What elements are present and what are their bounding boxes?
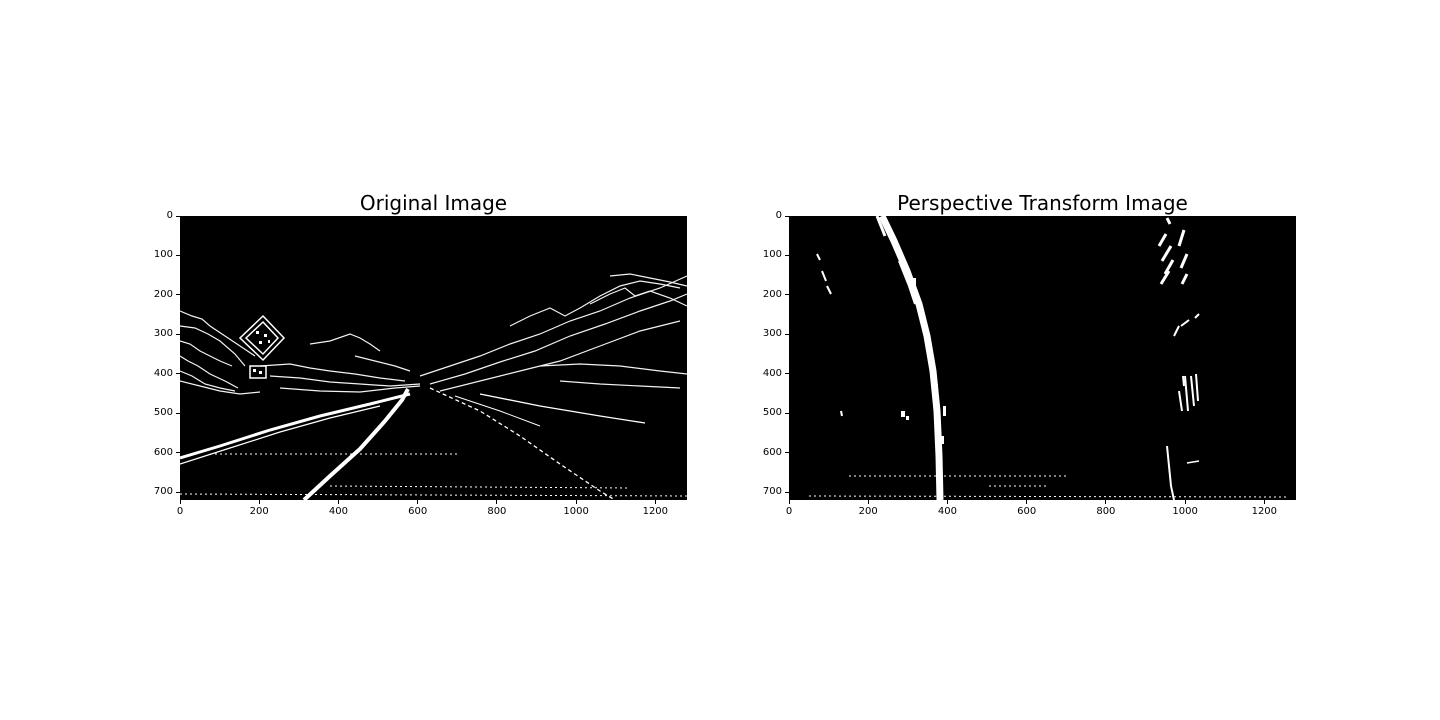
y-tick-mark — [785, 452, 789, 454]
y-tick-mark — [176, 215, 180, 217]
y-tick-label: 500 — [153, 407, 173, 419]
x-tick-mark — [654, 500, 656, 504]
original-image-drawing — [180, 273, 687, 500]
y-tick-mark — [176, 254, 180, 256]
y-tick-mark — [785, 294, 789, 296]
y-tick-label: 100 — [762, 249, 782, 261]
original-binary-image — [180, 216, 687, 500]
y-tick-mark — [785, 373, 789, 375]
x-tick-mark — [946, 500, 948, 504]
x-tick-label: 800 — [1096, 506, 1116, 517]
y-tick-mark — [176, 491, 180, 493]
x-tick-label: 1000 — [1172, 506, 1198, 517]
x-tick-mark — [1105, 500, 1107, 504]
y-tick-label: 400 — [153, 367, 173, 379]
y-tick-mark — [785, 412, 789, 414]
x-tick-label: 400 — [937, 506, 957, 517]
x-tick-label: 800 — [487, 506, 507, 517]
x-tick-mark — [1263, 500, 1265, 504]
x-tick-label: 200 — [858, 506, 878, 517]
y-tick-mark — [176, 294, 180, 296]
x-tick-label: 200 — [249, 506, 269, 517]
x-tick-label: 400 — [328, 506, 348, 517]
x-tick-label: 600 — [1017, 506, 1037, 517]
x-tick-label: 1200 — [1251, 506, 1278, 517]
y-tick-label: 600 — [153, 446, 173, 458]
y-tick-label: 200 — [762, 288, 782, 300]
y-tick-mark — [176, 452, 180, 454]
panel-title-perspective: Perspective Transform Image — [897, 191, 1188, 215]
x-tick-mark — [337, 500, 339, 504]
y-tick-mark — [785, 254, 789, 256]
x-tick-label: 0 — [785, 506, 793, 517]
y-tick-label: 700 — [762, 486, 782, 498]
x-tick-mark — [258, 500, 260, 504]
y-tick-mark — [176, 373, 180, 375]
x-tick-label: 1000 — [563, 506, 589, 517]
x-tick-mark — [867, 500, 869, 504]
panel-title-original: Original Image — [359, 191, 508, 215]
perspective-binary-image — [789, 216, 1296, 500]
y-tick-label: 400 — [762, 367, 782, 379]
x-tick-mark — [575, 500, 577, 504]
y-tick-label: 300 — [762, 328, 782, 340]
y-tick-mark — [785, 215, 789, 217]
x-tick-label: 1200 — [642, 506, 669, 517]
x-tick-label: 600 — [408, 506, 428, 517]
y-tick-label: 600 — [762, 446, 782, 458]
y-tick-mark — [176, 333, 180, 335]
y-tick-mark — [785, 491, 789, 493]
x-tick-label: 0 — [176, 506, 184, 517]
perspective-image-drawing — [808, 216, 1290, 500]
y-tick-mark — [785, 333, 789, 335]
x-tick-mark — [179, 500, 181, 504]
x-tick-mark — [496, 500, 498, 504]
y-tick-label: 100 — [153, 249, 173, 261]
y-tick-label: 300 — [153, 328, 173, 340]
x-tick-mark — [788, 500, 790, 504]
x-tick-mark — [417, 500, 419, 504]
y-tick-mark — [176, 412, 180, 414]
y-tick-label: 0 — [166, 210, 173, 221]
y-tick-label: 200 — [153, 288, 173, 300]
y-tick-label: 0 — [775, 210, 782, 221]
y-tick-label: 500 — [762, 407, 782, 419]
x-tick-mark — [1184, 500, 1186, 504]
x-tick-mark — [1026, 500, 1028, 504]
y-tick-label: 700 — [153, 486, 173, 498]
